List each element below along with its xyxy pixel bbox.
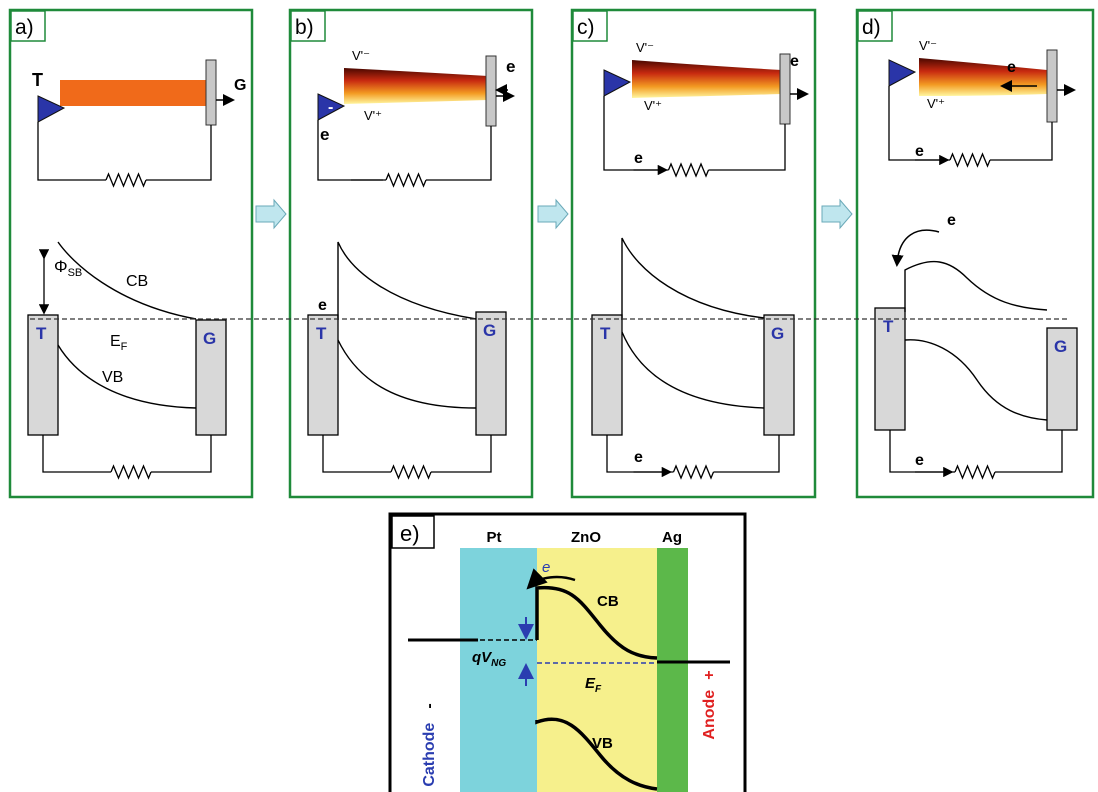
v-plus-label: V'⁺ bbox=[644, 98, 662, 113]
bottom-electron-label: e bbox=[915, 452, 924, 469]
panel: a) T G ΦSB EF T G CB VB bbox=[10, 10, 252, 497]
circuit-electron-label: e bbox=[634, 150, 643, 167]
band-tip-label: T bbox=[600, 324, 611, 343]
cathode-sign: - bbox=[421, 703, 438, 708]
barrier-symbol: Φ bbox=[54, 257, 68, 276]
band-tip-label: T bbox=[316, 324, 327, 343]
cathode-text: Cathode bbox=[421, 723, 438, 787]
step-arrow bbox=[256, 200, 286, 228]
figure: a)TGΦSBEFTGCBVBb)TGV'⁻V'⁺-eeec)TGV'⁻V'⁺e… bbox=[0, 0, 1098, 792]
pt-label: Pt bbox=[487, 529, 502, 546]
cb-label: CB bbox=[597, 593, 619, 610]
panel-e: e) Pt ZnO Ag e CB qVNG EF VB Cathode- An… bbox=[390, 514, 745, 792]
tip-label: T bbox=[32, 70, 43, 90]
nanowire bbox=[60, 80, 206, 106]
band-electron-label: e bbox=[947, 212, 956, 229]
v-minus-label: V'⁻ bbox=[919, 38, 937, 53]
tip-sign-label: - bbox=[328, 99, 333, 116]
panel-label: d) bbox=[862, 16, 881, 39]
v-plus-label: V'⁺ bbox=[364, 108, 382, 123]
band-electron-label: e bbox=[318, 297, 327, 314]
ef-symbol: E bbox=[110, 333, 121, 350]
panel: d) T G V'⁻ V'⁺ e e e e bbox=[857, 10, 1093, 497]
ag-label: Ag bbox=[662, 529, 682, 546]
electron-label: e bbox=[542, 559, 550, 576]
wire-electron-label: e bbox=[790, 53, 799, 70]
panel: c) T G V'⁻ V'⁺ e e e bbox=[572, 10, 815, 497]
cb-label: CB bbox=[126, 273, 148, 290]
cathode-label: Cathode - bbox=[421, 703, 438, 786]
v-minus-label: V'⁻ bbox=[636, 40, 654, 55]
panel-label: b) bbox=[295, 16, 314, 39]
electrode bbox=[1047, 50, 1057, 122]
ef-subscript: F bbox=[121, 341, 128, 353]
vb-label: VB bbox=[592, 735, 613, 752]
step-arrow bbox=[538, 200, 568, 228]
barrier-subscript: SB bbox=[68, 267, 83, 279]
qv-symbol: qV bbox=[472, 649, 493, 666]
band-ground-label: G bbox=[483, 321, 496, 340]
wire-electron-label: e bbox=[506, 57, 515, 76]
ground-label: G bbox=[234, 77, 246, 94]
panel: b) T G V'⁻ V'⁺ - e e e bbox=[290, 10, 532, 497]
anode-sign: + bbox=[701, 670, 718, 679]
tip-electron-label: e bbox=[320, 125, 329, 144]
v-plus-label: V'⁺ bbox=[927, 96, 945, 111]
band-tip-label: T bbox=[36, 324, 47, 343]
band-ground-label: G bbox=[771, 324, 784, 343]
band-ground-label: G bbox=[203, 329, 216, 348]
ag-region bbox=[657, 548, 688, 792]
ef-subscript: F bbox=[595, 684, 602, 695]
zno-region bbox=[537, 548, 657, 792]
band-ground-label: G bbox=[1054, 337, 1067, 356]
anode-text: Anode bbox=[701, 690, 718, 740]
zno-label: ZnO bbox=[571, 529, 601, 546]
panel-label: a) bbox=[15, 16, 34, 39]
electrode bbox=[206, 60, 216, 125]
qv-subscript: NG bbox=[491, 658, 506, 669]
panel-label: c) bbox=[577, 16, 595, 39]
vb-label: VB bbox=[102, 369, 123, 386]
page: {"panels": [ {"label": "a)", "tip": "T",… bbox=[0, 0, 1098, 792]
electrode bbox=[486, 56, 496, 126]
band-tip-label: T bbox=[883, 317, 894, 336]
anode-label: Anode + bbox=[701, 670, 718, 739]
step-arrow bbox=[822, 200, 852, 228]
panel-label: e) bbox=[400, 521, 420, 546]
circuit-electron-label: e bbox=[915, 143, 924, 160]
electrode bbox=[780, 54, 790, 124]
bottom-electron-label: e bbox=[634, 449, 643, 466]
wire-electron-label: e bbox=[1007, 59, 1016, 76]
v-minus-label: V'⁻ bbox=[352, 48, 370, 63]
panels: a) T G ΦSB EF T G CB VB b) T G V'⁻ V'⁺ - e e e c) T G V'⁻ V'⁺ e… bbox=[10, 10, 1093, 497]
